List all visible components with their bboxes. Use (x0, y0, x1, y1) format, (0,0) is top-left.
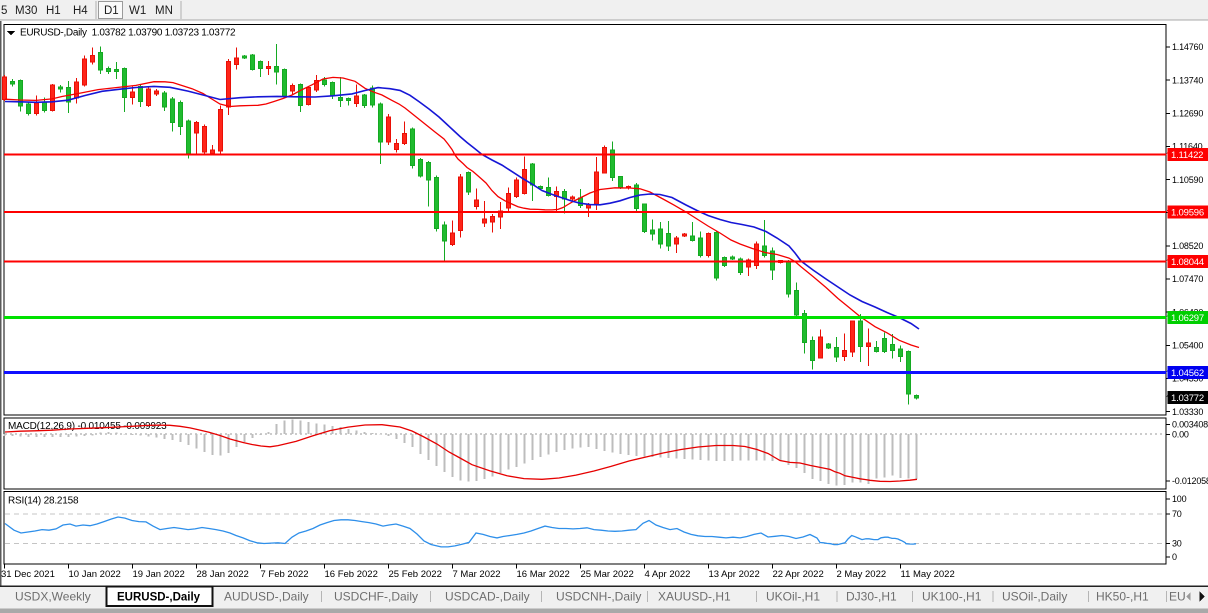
svg-text:7 Mar 2022: 7 Mar 2022 (453, 569, 501, 580)
svg-text:19 Jan 2022: 19 Jan 2022 (133, 569, 185, 580)
svg-text:7 Feb 2022: 7 Feb 2022 (261, 569, 309, 580)
svg-text:MN: MN (155, 5, 173, 17)
svg-text:13 Apr 2022: 13 Apr 2022 (709, 569, 760, 580)
svg-text:USDCAD-,Daily: USDCAD-,Daily (445, 590, 530, 604)
svg-text:1.07470: 1.07470 (1172, 274, 1203, 284)
svg-text:MACD(12,26,9) -0.010455 -0.009: MACD(12,26,9) -0.010455 -0.009923 (8, 421, 167, 432)
svg-text:2 May 2022: 2 May 2022 (837, 569, 887, 580)
svg-text:11 May 2022: 11 May 2022 (901, 569, 955, 580)
svg-text:EU: EU (1169, 590, 1186, 604)
svg-text:25 Feb 2022: 25 Feb 2022 (389, 569, 442, 580)
svg-text:10 Jan 2022: 10 Jan 2022 (69, 569, 121, 580)
svg-text:5: 5 (1, 5, 7, 17)
svg-text:USDCNH-,Daily: USDCNH-,Daily (556, 590, 641, 604)
svg-text:DJ30-,H1: DJ30-,H1 (846, 590, 897, 604)
svg-text:1.11640: 1.11640 (1172, 142, 1203, 152)
svg-text:H4: H4 (73, 5, 88, 17)
svg-text:1.05400: 1.05400 (1172, 341, 1203, 351)
svg-text:1.10590: 1.10590 (1172, 175, 1203, 185)
svg-text:30: 30 (1172, 539, 1182, 549)
svg-text:1.12690: 1.12690 (1172, 109, 1203, 119)
svg-text:1.13740: 1.13740 (1172, 75, 1203, 85)
svg-text:1.06297: 1.06297 (1171, 313, 1204, 324)
svg-text:70: 70 (1172, 509, 1182, 519)
svg-text:0.00: 0.00 (1172, 430, 1189, 440)
svg-text:W1: W1 (129, 5, 146, 17)
svg-text:M30: M30 (15, 5, 37, 17)
svg-text:USOil-,Daily: USOil-,Daily (1002, 590, 1067, 604)
svg-text:RSI(14) 28.2158: RSI(14) 28.2158 (8, 496, 79, 507)
svg-text:1.08520: 1.08520 (1172, 241, 1203, 251)
svg-text:0: 0 (1172, 552, 1177, 562)
svg-text:16 Mar 2022: 16 Mar 2022 (517, 569, 570, 580)
svg-text:EURUSD-,Daily 1.03782 1.03790: EURUSD-,Daily 1.03782 1.03790 1.03723 1.… (20, 28, 236, 39)
svg-text:1.03330: 1.03330 (1172, 407, 1203, 417)
svg-text:16 Feb 2022: 16 Feb 2022 (325, 569, 378, 580)
svg-text:31 Dec 2021: 31 Dec 2021 (1, 569, 55, 580)
svg-text:H1: H1 (46, 5, 61, 17)
svg-text:22 Apr 2022: 22 Apr 2022 (773, 569, 824, 580)
svg-text:100: 100 (1172, 494, 1187, 504)
svg-text:1.03772: 1.03772 (1171, 393, 1204, 404)
svg-text:1.04562: 1.04562 (1171, 368, 1204, 379)
svg-text:1.14760: 1.14760 (1172, 42, 1203, 52)
svg-text:-0.012058: -0.012058 (1172, 476, 1208, 486)
svg-text:1.08044: 1.08044 (1171, 257, 1204, 268)
svg-text:1.11422: 1.11422 (1171, 150, 1203, 161)
svg-text:28 Jan 2022: 28 Jan 2022 (197, 569, 249, 580)
svg-text:EURUSD-,Daily: EURUSD-,Daily (117, 592, 201, 604)
svg-text:0.003408: 0.003408 (1172, 420, 1208, 430)
svg-text:UK100-,H1: UK100-,H1 (922, 590, 982, 604)
svg-text:1.09596: 1.09596 (1171, 208, 1204, 219)
svg-text:XAUUSD-,H1: XAUUSD-,H1 (658, 590, 731, 604)
svg-text:USDX,Weekly: USDX,Weekly (15, 590, 91, 604)
svg-text:UKOil-,H1: UKOil-,H1 (766, 590, 820, 604)
svg-text:25 Mar 2022: 25 Mar 2022 (581, 569, 634, 580)
svg-text:AUDUSD-,Daily: AUDUSD-,Daily (224, 590, 309, 604)
svg-text:USDCHF-,Daily: USDCHF-,Daily (334, 590, 418, 604)
svg-text:HK50-,H1: HK50-,H1 (1096, 590, 1149, 604)
svg-text:D1: D1 (104, 5, 119, 17)
svg-text:4 Apr 2022: 4 Apr 2022 (645, 569, 691, 580)
